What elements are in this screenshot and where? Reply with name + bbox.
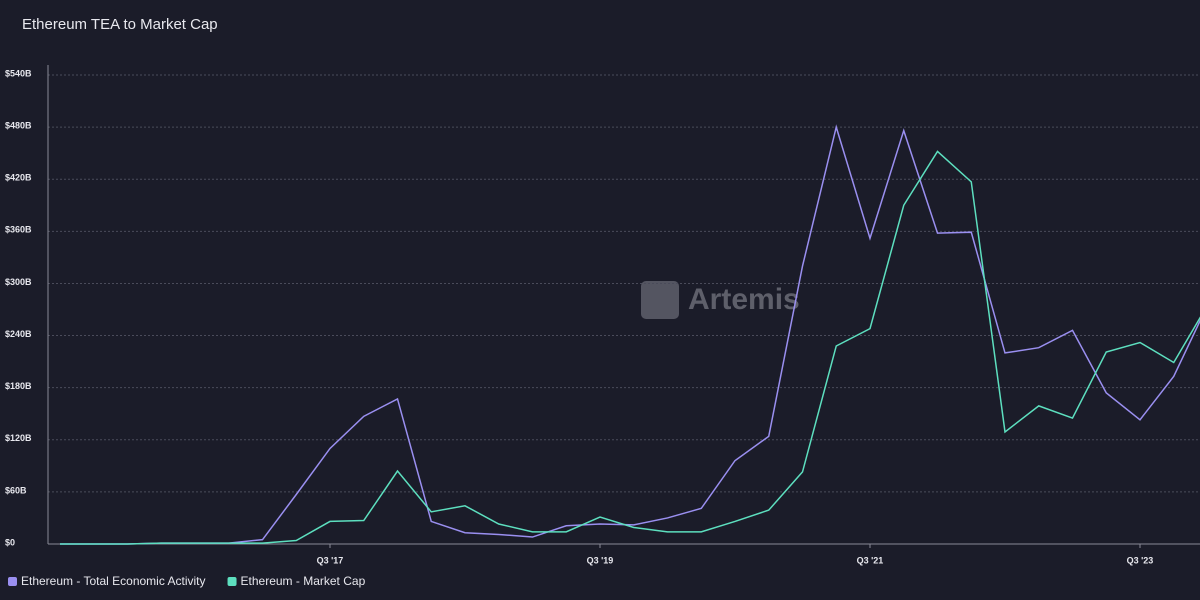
x-tick-label: Q3 '21: [857, 555, 884, 565]
legend-label: Ethereum - Total Economic Activity: [21, 574, 206, 588]
y-tick-label: $60B: [5, 485, 27, 495]
y-tick-label: $420B: [5, 173, 32, 183]
y-tick-label: $240B: [5, 329, 32, 339]
y-tick-label: $180B: [5, 381, 32, 391]
y-tick-label: $480B: [5, 120, 32, 130]
legend-label: Ethereum - Market Cap: [241, 574, 366, 588]
y-tick-label: $0: [5, 537, 15, 547]
x-tick-label: Q3 '17: [317, 555, 344, 565]
chart-title: Ethereum TEA to Market Cap: [22, 16, 218, 33]
y-tick-label: $540B: [5, 68, 32, 78]
legend-swatch: [8, 577, 17, 586]
watermark-logo: [641, 281, 679, 319]
y-tick-label: $120B: [5, 433, 32, 443]
x-tick-label: Q3 '23: [1127, 555, 1154, 565]
watermark: Artemis: [641, 281, 800, 319]
watermark-text: Artemis: [688, 283, 800, 316]
plot-area: [60, 124, 1200, 545]
y-tick-label: $360B: [5, 225, 32, 235]
legend-swatch: [227, 577, 237, 586]
x-tick-label: Q3 '19: [587, 555, 614, 565]
series-line: [60, 150, 1200, 545]
y-tick-label: $300B: [5, 277, 32, 287]
series-line: [60, 124, 1200, 545]
